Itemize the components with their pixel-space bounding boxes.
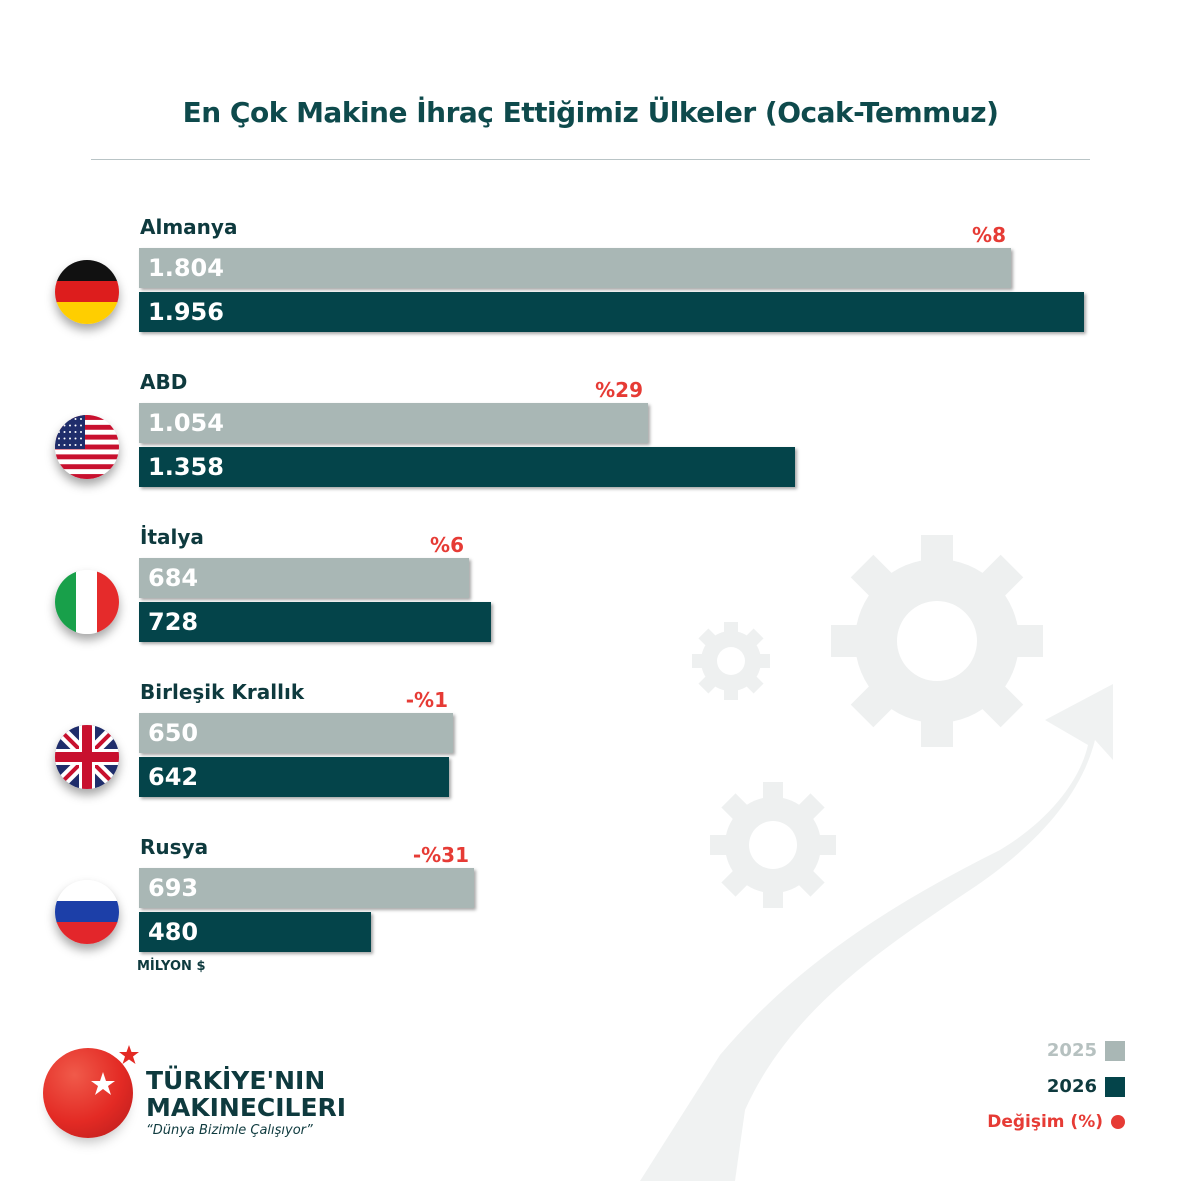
logo-wordmark: TÜRKİYE'NIN MAKINECILERI (146, 1067, 346, 1121)
russia-flag-icon (55, 880, 119, 944)
country-label-rusya: Rusya (140, 835, 209, 859)
bar-2025-i-talya: 684 (139, 558, 469, 598)
small-gear-icon (692, 622, 770, 700)
bar-value-label: 1.956 (148, 298, 224, 326)
logo-line-1: TÜRKİYE'NIN (146, 1066, 326, 1095)
bar-value-label: 650 (148, 719, 199, 747)
legend-item-2025: 2025 (1047, 1040, 1125, 1061)
legend-label-2025: 2025 (1046, 1040, 1097, 1061)
logo-circle (43, 1048, 133, 1138)
change-label-abd: %29 (595, 378, 643, 402)
logo-tagline: “Dünya Bizimle Çalışıyor” (146, 1123, 313, 1138)
country-label-abd: ABD (140, 370, 188, 394)
large-gear-icon (831, 535, 1043, 747)
bar-value-label: 642 (148, 763, 199, 791)
chart-title: En Çok Makine İhraç Ettiğimiz Ülkeler (O… (182, 96, 999, 129)
bar-2025-birle-ik-krall-k: 650 (139, 713, 453, 753)
legend-item-2026: 2026 (1047, 1076, 1125, 1097)
bar-2026-almanya: 1.956 (139, 292, 1084, 332)
change-label-birle-ik-krall-k: -%1 (405, 688, 448, 712)
uk-flag-icon (55, 725, 119, 789)
bar-value-label: 1.804 (148, 254, 224, 282)
bar-value-label: 728 (148, 608, 199, 636)
bar-value-label: 693 (148, 874, 199, 902)
change-label-rusya: -%31 (412, 843, 469, 867)
bar-2026-rusya: 480 (139, 912, 371, 952)
bar-2025-almanya: 1.804 (139, 248, 1011, 288)
bar-2026-abd: 1.358 (139, 447, 795, 487)
medium-gear-icon (710, 782, 836, 908)
bar-value-label: 480 (148, 918, 199, 946)
logo-outer-star-icon (119, 1045, 139, 1064)
bar-value-label: 1.054 (148, 409, 224, 437)
bar-2026-birle-ik-krall-k: 642 (139, 757, 449, 797)
title-divider (91, 159, 1090, 160)
legend-dot-change (1111, 1115, 1125, 1129)
bar-2025-abd: 1.054 (139, 403, 648, 443)
italy-flag-icon (55, 570, 119, 634)
bar-2026-i-talya: 728 (139, 602, 491, 642)
country-label-almanya: Almanya (140, 215, 238, 239)
country-label-i-talya: İtalya (140, 525, 204, 549)
bar-value-label: 1.358 (148, 453, 224, 481)
logo-star-icon (91, 1072, 115, 1095)
legend-item-change: Değişim (%) (987, 1112, 1125, 1132)
usa-flag-icon (55, 415, 119, 479)
change-label-almanya: %8 (972, 223, 1006, 247)
country-label-birle-ik-krall-k: Birleşik Krallık (140, 680, 305, 704)
legend-label-2026: 2026 (1046, 1076, 1097, 1097)
legend-swatch-2026 (1105, 1076, 1125, 1097)
germany-flag-icon (55, 260, 119, 324)
growth-arrow-icon (640, 684, 1113, 1181)
logo-line-2: MAKINECILERI (146, 1093, 347, 1122)
legend-swatch-2025 (1105, 1040, 1125, 1061)
legend-label-change: Değişim (%) (987, 1112, 1103, 1132)
bar-value-label: 684 (148, 564, 199, 592)
change-label-i-talya: %6 (430, 533, 464, 557)
unit-label: MİLYON $ (137, 959, 206, 974)
bar-2025-rusya: 693 (139, 868, 474, 908)
